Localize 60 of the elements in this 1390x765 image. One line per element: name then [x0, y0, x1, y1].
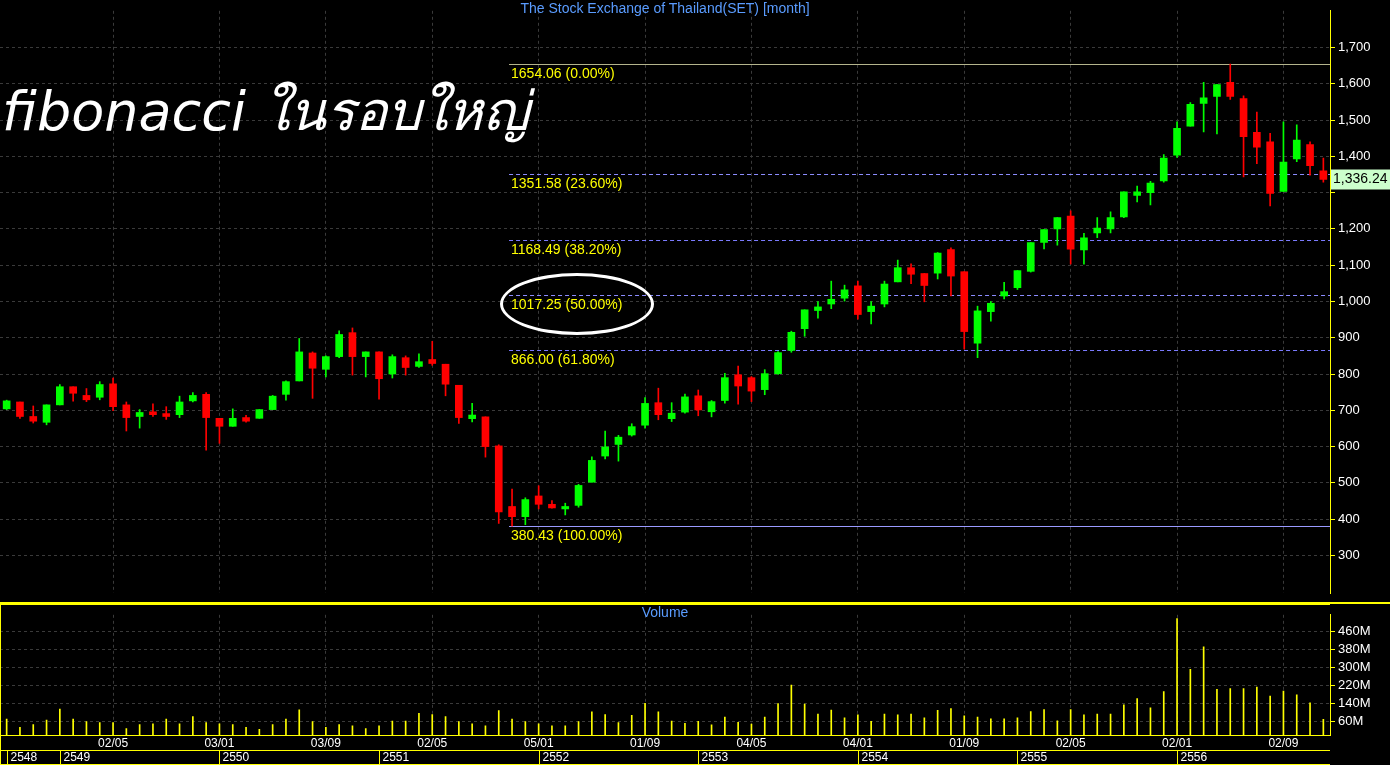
- y-tick-label: 1,600: [1338, 75, 1371, 91]
- ref-line-label: 380.43 (100.00%): [511, 527, 623, 544]
- y-tick-label: 800: [1338, 365, 1360, 381]
- y-tick-label: 220M: [1338, 676, 1371, 692]
- ref-line-label: 1017.25 (50.00%): [511, 296, 623, 313]
- x-tick-label: 02/05: [417, 735, 448, 750]
- x-tick-label: 04/05: [736, 735, 767, 750]
- x-tick-label: 01/09: [630, 735, 661, 750]
- y-tick-label: 1,700: [1338, 39, 1371, 55]
- y-tick-label: 500: [1338, 474, 1360, 490]
- text: 2549: [63, 750, 91, 765]
- y-tick-label: 300M: [1338, 658, 1371, 674]
- text: 1,336.24: [1333, 170, 1388, 187]
- candlestick: [561, 502, 570, 516]
- y-tick-label: 300: [1338, 547, 1360, 563]
- x-tick-label: 02/01: [1162, 735, 1193, 750]
- text: 2552: [542, 750, 570, 765]
- ref-line-label: 866.00 (61.80%): [511, 351, 615, 368]
- text: 2548: [10, 750, 38, 765]
- candlestick: [814, 301, 822, 319]
- candlestick: [162, 406, 171, 420]
- candlestick: [428, 341, 437, 366]
- y-tick-label: 700: [1338, 401, 1360, 417]
- ref-line-label: 1351.58 (23.60%): [511, 175, 623, 192]
- text: 2556: [1180, 750, 1208, 765]
- y-tick-label: 1,200: [1338, 220, 1371, 236]
- y-tick-label: 1,100: [1338, 256, 1371, 272]
- x-tick-label: 02/05: [1055, 735, 1086, 750]
- y-tick-label: 1,500: [1338, 111, 1371, 127]
- y-tick-label: 60M: [1338, 713, 1364, 729]
- chart-title: The Stock Exchange of Thailand(SET) [month]: [520, 0, 810, 16]
- x-tick-label: 02/05: [98, 735, 129, 750]
- chart-title: Volume: [641, 603, 689, 620]
- text: 2551: [382, 750, 410, 765]
- text: 2550: [222, 750, 250, 765]
- candlestick: [468, 403, 476, 423]
- y-tick-label: 1,400: [1338, 147, 1371, 163]
- text: 2554: [861, 750, 889, 765]
- x-tick-label: 01/09: [949, 735, 980, 750]
- y-tick-label: 1,000: [1338, 293, 1371, 309]
- text: 2553: [701, 750, 729, 765]
- y-tick-label: 600: [1338, 438, 1360, 454]
- y-tick-label: 460M: [1338, 622, 1371, 638]
- y-tick-label: 140M: [1338, 695, 1371, 711]
- x-tick-label: 05/01: [523, 735, 554, 750]
- y-tick-label: 900: [1338, 329, 1360, 345]
- annotation: fibonacci ในรอบใหญ่: [2, 80, 537, 143]
- x-tick-label: 03/01: [204, 735, 235, 750]
- y-tick-label: 400: [1338, 510, 1360, 526]
- y-tick-label: 380M: [1338, 640, 1371, 656]
- candlestick: [149, 403, 157, 417]
- x-tick-label: 02/09: [1268, 735, 1299, 750]
- ref-line-label: 1168.49 (38.20%): [511, 241, 622, 258]
- candlestick: [827, 280, 836, 310]
- ref-line-label: 1654.06 (0.00%): [511, 65, 615, 82]
- text: 2555: [1020, 750, 1048, 765]
- candlestick: [361, 351, 370, 378]
- x-tick-label: 03/09: [310, 735, 342, 750]
- x-tick-label: 04/01: [842, 735, 874, 750]
- candlestick: [1093, 217, 1102, 238]
